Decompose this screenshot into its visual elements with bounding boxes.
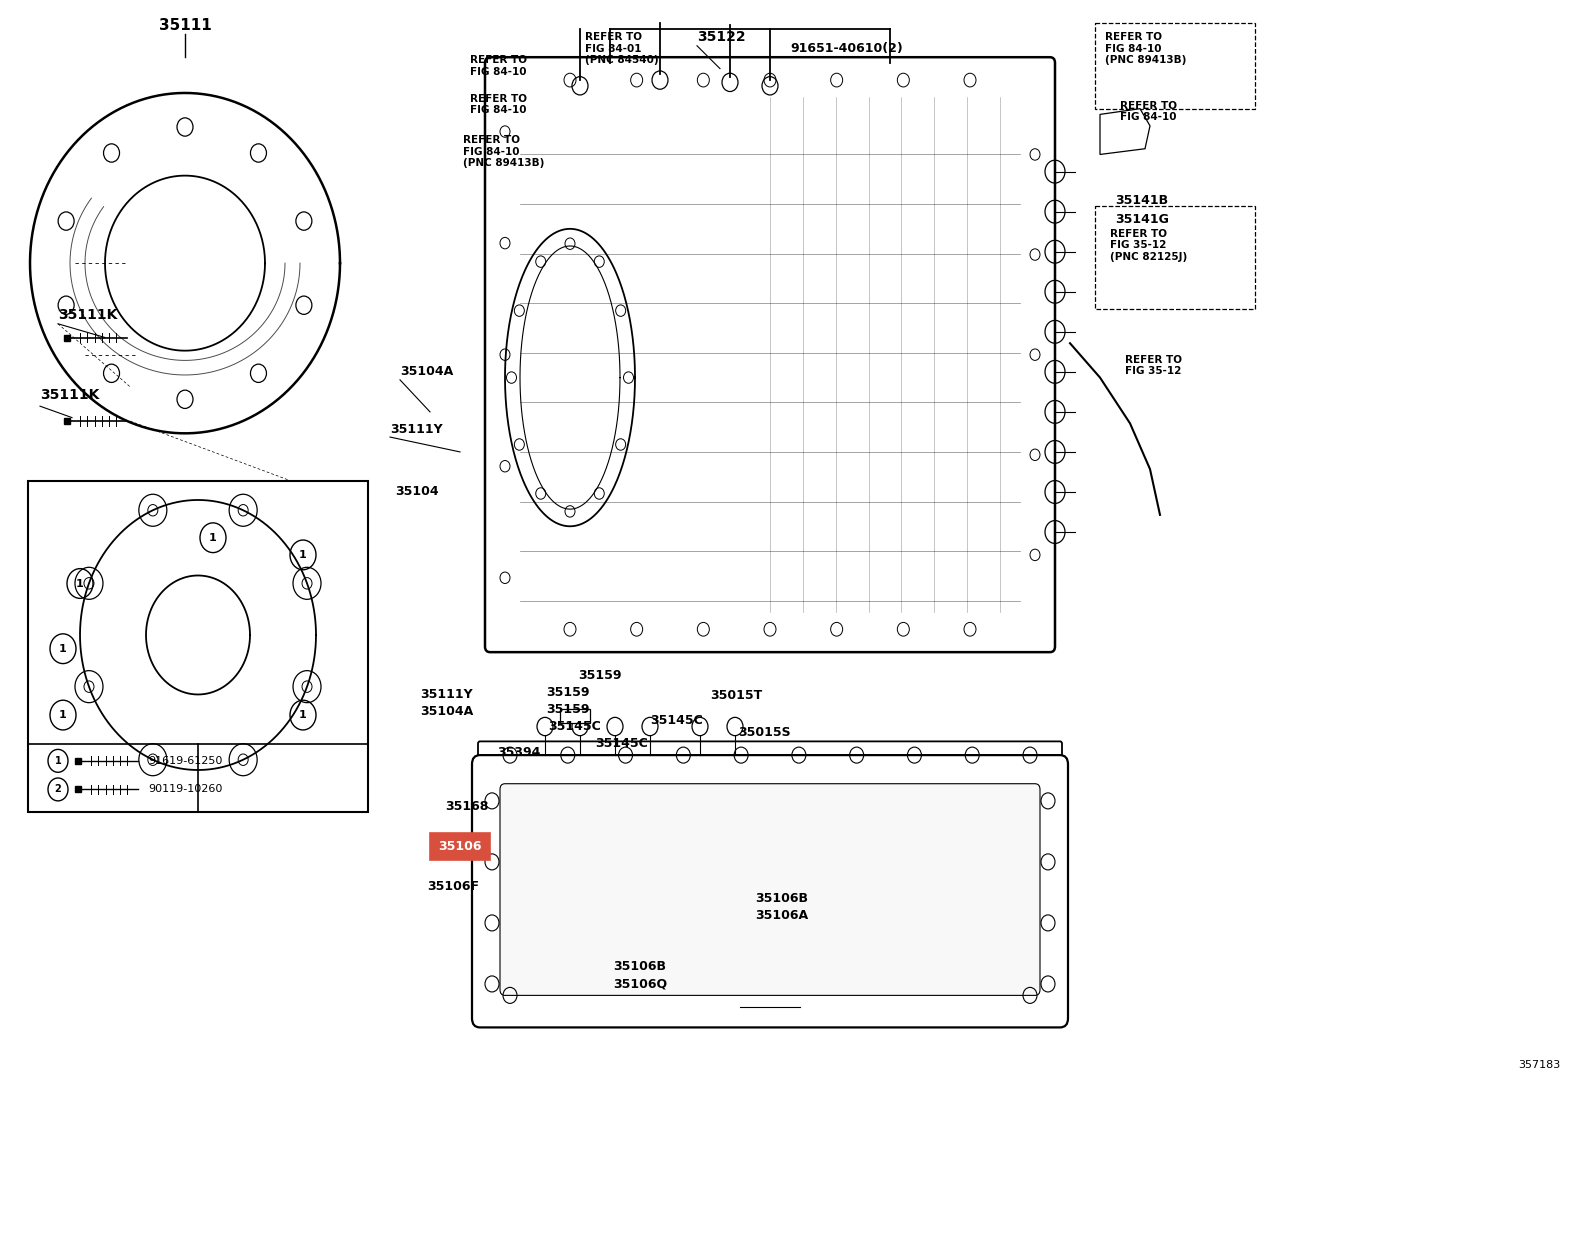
Text: 35111Y: 35111Y [390,423,443,435]
Text: 35111K: 35111K [40,387,99,401]
Text: 35145C: 35145C [548,720,600,733]
Polygon shape [1100,108,1149,155]
Text: 35159: 35159 [546,686,589,698]
FancyBboxPatch shape [471,755,1068,1028]
Bar [560,710,591,723]
Text: 1: 1 [209,532,217,542]
Text: 1: 1 [76,579,84,589]
Text: 91651-40610(2): 91651-40610(2) [790,42,903,54]
Text: 1: 1 [54,756,62,766]
Text: 35394: 35394 [497,746,540,760]
Text: 35104: 35104 [395,486,439,498]
Text: 1: 1 [59,710,67,720]
Text: TOYOTA - 3510630260    N - 35106: TOYOTA - 3510630260 N - 35106 [232,1144,1360,1201]
Text: 35145C: 35145C [650,715,702,727]
FancyBboxPatch shape [478,741,1062,769]
Text: 35106Q: 35106Q [613,977,667,990]
Text: REFER TO
FIG 35-12: REFER TO FIG 35-12 [1126,355,1181,376]
Text: REFER TO
FIG 84-10: REFER TO FIG 84-10 [1121,101,1176,122]
Text: 35015T: 35015T [710,689,763,702]
FancyBboxPatch shape [486,57,1055,652]
Bar [29,481,368,813]
Text: 91619-61250: 91619-61250 [148,756,223,766]
Text: 35106B: 35106B [755,892,809,905]
Text: REFER TO
FIG 84-10
(PNC 89413B): REFER TO FIG 84-10 (PNC 89413B) [463,135,544,169]
FancyBboxPatch shape [1095,206,1254,309]
Text: 35141B: 35141B [1114,194,1169,206]
FancyBboxPatch shape [430,833,490,860]
Text: 35015S: 35015S [739,726,791,738]
Text: 35159: 35159 [578,668,621,682]
Text: 2: 2 [54,785,62,795]
Text: 35122: 35122 [697,30,745,44]
Text: REFER TO
FIG 84-10
(PNC 89413B): REFER TO FIG 84-10 (PNC 89413B) [1105,31,1186,65]
Text: 35104A: 35104A [420,706,473,718]
Text: REFER TO
FIG 84-10: REFER TO FIG 84-10 [470,55,527,77]
Text: 35145C: 35145C [595,737,648,750]
Text: 357183: 357183 [1517,1059,1560,1069]
Text: 1: 1 [299,550,307,560]
Text: 35159: 35159 [546,703,589,716]
Text: 35106F: 35106F [427,881,479,893]
Text: 1: 1 [59,644,67,654]
Text: 35111Y: 35111Y [420,688,473,701]
Text: REFER TO
FIG 35-12
(PNC 82125J): REFER TO FIG 35-12 (PNC 82125J) [1110,229,1188,262]
Text: 90119-10260: 90119-10260 [148,785,223,795]
Text: 35106A: 35106A [755,908,809,922]
FancyBboxPatch shape [500,784,1040,995]
Text: 35106B: 35106B [613,960,665,974]
Text: 35111K: 35111K [57,308,118,322]
Text: REFER TO
FIG 84-01
(PNC 84540): REFER TO FIG 84-01 (PNC 84540) [584,31,659,65]
Text: 35104A: 35104A [400,365,454,379]
Text: 35141G: 35141G [1114,213,1169,226]
Text: 1: 1 [299,710,307,720]
Text: 35168: 35168 [446,800,489,813]
FancyBboxPatch shape [1095,23,1254,108]
Text: 35111: 35111 [159,18,212,33]
Text: REFER TO
FIG 84-10: REFER TO FIG 84-10 [470,94,527,116]
Text: 35106: 35106 [438,840,482,853]
